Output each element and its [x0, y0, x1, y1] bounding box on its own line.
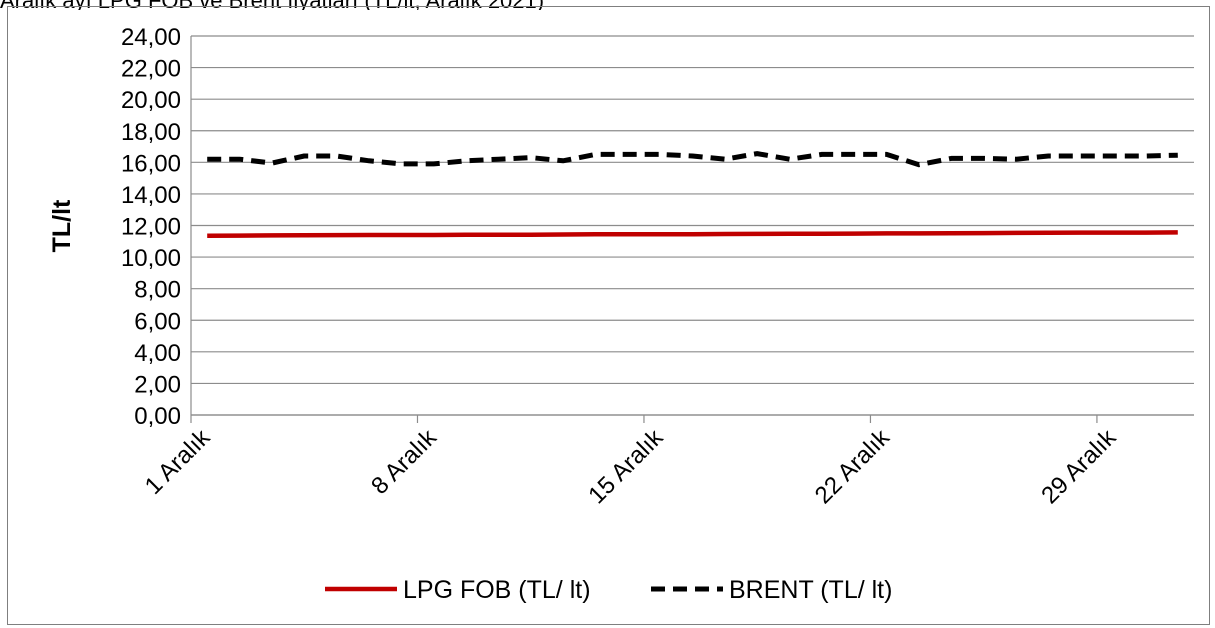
gridlines [191, 36, 1194, 415]
y-tick-label: 8,00 [134, 277, 181, 304]
y-tick-label: 6,00 [134, 308, 181, 335]
x-tick-label: 8 Aralık [366, 423, 442, 499]
y-tick-label: 2,00 [134, 371, 181, 398]
y-tick-label: 0,00 [134, 403, 181, 430]
y-tick-label: 16,00 [121, 150, 181, 177]
x-tick-label: 1 Aralık [140, 423, 216, 499]
legend-label: LPG FOB (TL/ lt) [403, 576, 591, 604]
y-tick-label: 20,00 [121, 87, 181, 114]
y-tick-label: 12,00 [121, 214, 181, 241]
series-lines [207, 154, 1178, 236]
y-tick-label: 22,00 [121, 56, 181, 83]
x-axis: 1 Aralık 8 Aralık 15 Aralık 22 Aralık 29 Ara… [140, 36, 1194, 509]
x-tick-label: 29 Aralık [1036, 423, 1122, 509]
legend: LPG FOB (TL/ lt) BRENT (TL/ lt) [325, 576, 892, 604]
x-tick-label: 15 Aralık [583, 423, 669, 509]
y-axis-tick-labels: 0,00 2,00 4,00 6,00 8,00 10,00 12,00 14,00 16,00… [121, 24, 181, 430]
y-tick-label: 10,00 [121, 245, 181, 272]
legend-label: BRENT (TL/ lt) [729, 576, 892, 604]
x-tick-label: 22 Aralık [810, 423, 896, 509]
y-tick-label: 18,00 [121, 119, 181, 146]
y-tick-label: 24,00 [121, 24, 181, 51]
y-tick-label: 4,00 [134, 340, 181, 367]
series-line-brent [207, 154, 1178, 165]
y-axis-label: TL/lt [48, 199, 76, 252]
series-line-lpg-fob [207, 232, 1178, 235]
y-tick-label: 14,00 [121, 182, 181, 209]
